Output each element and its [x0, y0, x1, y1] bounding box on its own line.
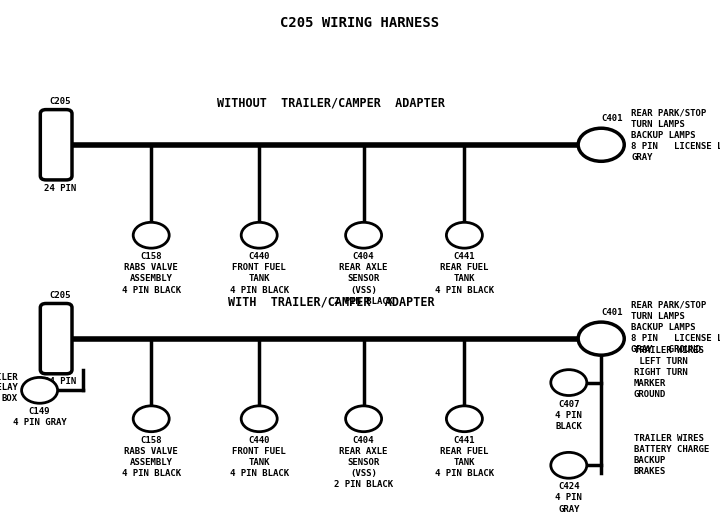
Circle shape [551, 370, 587, 396]
Text: C441
REAR FUEL
TANK
4 PIN BLACK: C441 REAR FUEL TANK 4 PIN BLACK [435, 252, 494, 295]
Text: C401: C401 [601, 308, 623, 317]
Text: WITH  TRAILER/CAMPER  ADAPTER: WITH TRAILER/CAMPER ADAPTER [228, 296, 434, 309]
Text: C404
REAR AXLE
SENSOR
(VSS)
2 PIN BLACK: C404 REAR AXLE SENSOR (VSS) 2 PIN BLACK [334, 436, 393, 489]
Text: C158
RABS VALVE
ASSEMBLY
4 PIN BLACK: C158 RABS VALVE ASSEMBLY 4 PIN BLACK [122, 436, 181, 478]
Text: 24 PIN: 24 PIN [44, 184, 76, 192]
Circle shape [241, 222, 277, 248]
Text: C205 WIRING HARNESS: C205 WIRING HARNESS [280, 16, 440, 31]
Text: TRAILER
RELAY
BOX: TRAILER RELAY BOX [0, 373, 18, 403]
Text: C401: C401 [601, 114, 623, 123]
FancyBboxPatch shape [40, 110, 72, 180]
Circle shape [346, 222, 382, 248]
Text: C158
RABS VALVE
ASSEMBLY
4 PIN BLACK: C158 RABS VALVE ASSEMBLY 4 PIN BLACK [122, 252, 181, 295]
Text: 24 PIN: 24 PIN [44, 377, 76, 386]
Circle shape [446, 222, 482, 248]
FancyBboxPatch shape [40, 303, 72, 374]
Circle shape [551, 452, 587, 478]
Text: REAR PARK/STOP
TURN LAMPS
BACKUP LAMPS
8 PIN   LICENSE LAMPS
GRAY: REAR PARK/STOP TURN LAMPS BACKUP LAMPS 8… [631, 109, 720, 162]
Circle shape [578, 128, 624, 161]
Circle shape [446, 406, 482, 432]
Text: TRAILER WIRES
 LEFT TURN
RIGHT TURN
MARKER
GROUND: TRAILER WIRES LEFT TURN RIGHT TURN MARKE… [634, 345, 703, 399]
Text: C149
4 PIN GRAY: C149 4 PIN GRAY [13, 407, 66, 428]
Circle shape [241, 406, 277, 432]
Circle shape [346, 406, 382, 432]
Text: C440
FRONT FUEL
TANK
4 PIN BLACK: C440 FRONT FUEL TANK 4 PIN BLACK [230, 436, 289, 478]
Text: C205: C205 [49, 97, 71, 106]
Text: REAR PARK/STOP
TURN LAMPS
BACKUP LAMPS
8 PIN   LICENSE LAMPS
GRAY   GROUND: REAR PARK/STOP TURN LAMPS BACKUP LAMPS 8… [631, 300, 720, 354]
Text: WITHOUT  TRAILER/CAMPER  ADAPTER: WITHOUT TRAILER/CAMPER ADAPTER [217, 97, 445, 110]
Text: C205: C205 [49, 291, 71, 300]
Circle shape [22, 377, 58, 403]
Text: C407
4 PIN
BLACK: C407 4 PIN BLACK [555, 400, 582, 431]
Text: C404
REAR AXLE
SENSOR
(VSS)
2 PIN BLACK: C404 REAR AXLE SENSOR (VSS) 2 PIN BLACK [334, 252, 393, 306]
Text: C440
FRONT FUEL
TANK
4 PIN BLACK: C440 FRONT FUEL TANK 4 PIN BLACK [230, 252, 289, 295]
Text: C424
4 PIN
GRAY: C424 4 PIN GRAY [555, 482, 582, 513]
Circle shape [133, 406, 169, 432]
Circle shape [578, 322, 624, 355]
Circle shape [133, 222, 169, 248]
Text: TRAILER WIRES
BATTERY CHARGE
BACKUP
BRAKES: TRAILER WIRES BATTERY CHARGE BACKUP BRAK… [634, 434, 709, 476]
Text: C441
REAR FUEL
TANK
4 PIN BLACK: C441 REAR FUEL TANK 4 PIN BLACK [435, 436, 494, 478]
